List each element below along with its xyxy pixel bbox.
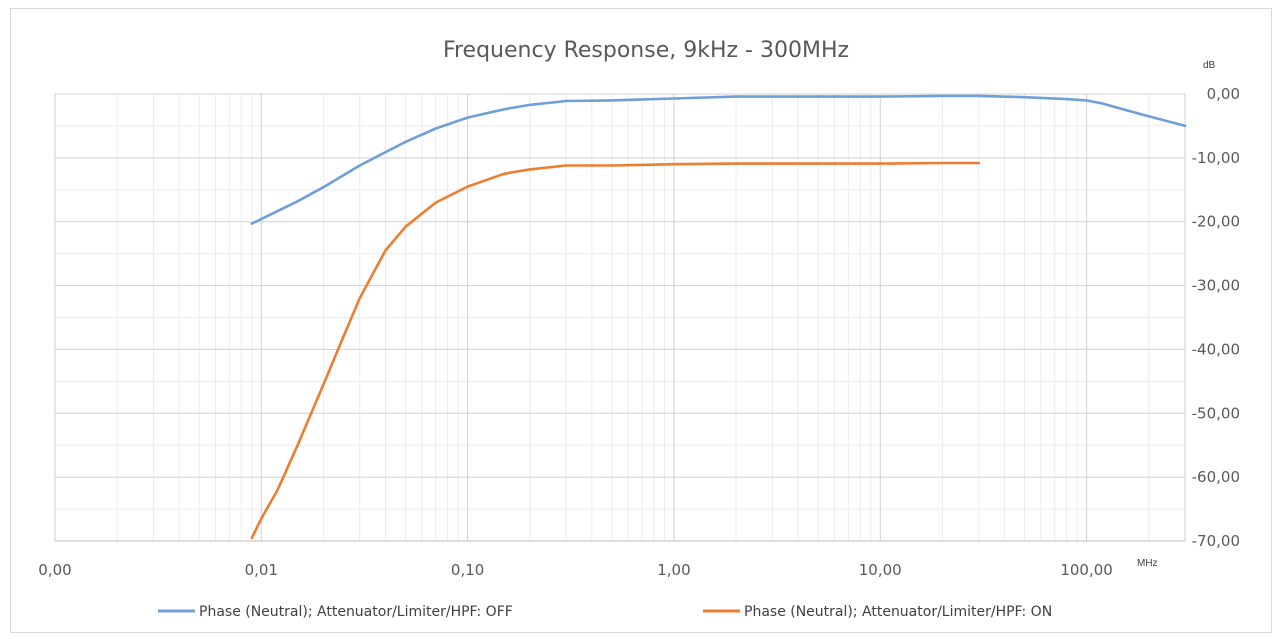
x-tick-label: 0,10 <box>451 561 484 579</box>
chart-title: Frequency Response, 9kHz - 300MHz <box>443 38 849 63</box>
x-tick-label: 1,00 <box>657 561 690 579</box>
x-axis-unit-label: MHz <box>1137 558 1158 569</box>
y-tick-label: -10,00 <box>1192 149 1240 167</box>
grid-layer <box>54 93 1186 542</box>
y-tick-label: -20,00 <box>1192 213 1240 231</box>
y-tick-label: -30,00 <box>1192 277 1240 295</box>
y-tick-label: -70,00 <box>1192 532 1240 550</box>
legend-label-on: Phase (Neutral); Attenuator/Limiter/HPF:… <box>744 604 1052 620</box>
y-axis-unit-label: dB <box>1203 60 1216 71</box>
series-line-1 <box>250 161 981 540</box>
x-tick-label: 0,00 <box>38 561 71 579</box>
x-tick-label: 0,01 <box>245 561 278 579</box>
series-line-0 <box>250 94 1187 225</box>
y-tick-label: -40,00 <box>1192 340 1240 358</box>
x-tick-label: 10,00 <box>859 561 902 579</box>
y-tick-label: -50,00 <box>1192 404 1240 422</box>
y-tick-label: 0,00 <box>1207 85 1240 103</box>
legend: Phase (Neutral); Attenuator/Limiter/HPF:… <box>158 604 1052 620</box>
chart-frame <box>10 8 1272 633</box>
label-layer: 0,00 0,01 0,10 1,00 10,00 100,00 0,00 -10,00 -20… <box>38 85 1240 579</box>
x-tick-label: 100,00 <box>1060 561 1113 579</box>
series-layer <box>250 94 1187 540</box>
legend-label-off: Phase (Neutral); Attenuator/Limiter/HPF:… <box>199 604 513 620</box>
y-tick-label: -60,00 <box>1192 468 1240 486</box>
